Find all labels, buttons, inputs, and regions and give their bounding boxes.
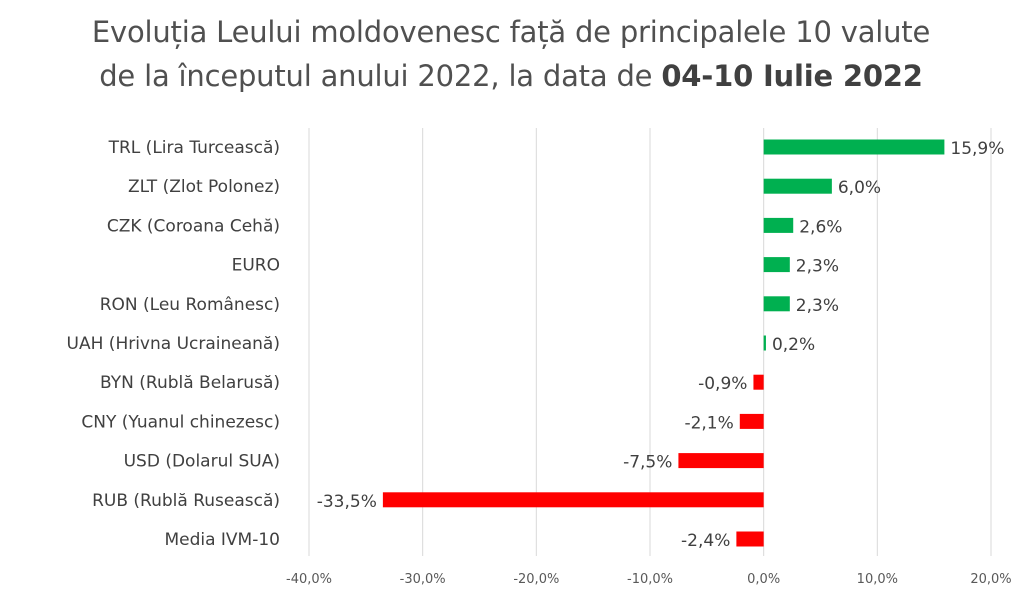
category-label: CZK (Coroana Cehă) <box>107 216 280 236</box>
bar <box>763 257 790 273</box>
chart-title: Evoluția Leului moldovenesc față de prin… <box>0 10 1022 98</box>
x-tick-label: -40,0% <box>286 572 332 587</box>
bar <box>753 374 764 390</box>
bar <box>763 335 766 351</box>
bar <box>736 531 764 547</box>
category-label: RUB (Rublă Rusească) <box>92 491 280 511</box>
data-label: -7,5% <box>623 453 672 473</box>
x-tick-label: 10,0% <box>857 572 898 587</box>
category-label: CNY (Yuanul chinezesc) <box>81 412 280 432</box>
chart-title-line2: de la începutul anului 2022, la data de … <box>0 54 1022 98</box>
bar <box>763 178 832 194</box>
data-label: 2,6% <box>799 217 842 237</box>
x-tick-label: -20,0% <box>513 572 559 587</box>
category-label: USD (Dolarul SUA) <box>124 452 280 472</box>
bar <box>739 413 764 429</box>
data-label: 2,3% <box>796 296 839 316</box>
data-label: 0,2% <box>772 335 815 355</box>
chart-title-date: 04-10 Iulie 2022 <box>661 59 923 93</box>
data-label: -2,1% <box>684 413 733 433</box>
category-label: Media IVM-10 <box>164 530 280 550</box>
bar <box>382 492 764 508</box>
x-tick-label: 20,0% <box>970 572 1011 587</box>
label-layer: -40,0% -30,0% -20,0% -10,0% 0,0% 10,0% 20,0% TR… <box>67 138 1012 587</box>
bar <box>678 453 764 469</box>
x-tick-label: -10,0% <box>627 572 673 587</box>
data-label: -33,5% <box>317 492 377 512</box>
data-label: 15,9% <box>950 139 1004 159</box>
category-label: EURO <box>232 256 280 276</box>
data-label: -2,4% <box>681 531 730 551</box>
category-label: UAH (Hrivna Ucraineană) <box>67 334 280 354</box>
data-label: 2,3% <box>796 257 839 277</box>
bar <box>763 296 790 312</box>
category-label: ZLT (Zlot Polonez) <box>128 177 280 197</box>
category-label: TRL (Lira Turcească) <box>108 138 280 158</box>
x-tick-label: 0,0% <box>747 572 780 587</box>
category-label: RON (Leu Românesc) <box>100 295 280 315</box>
grid-layer <box>308 128 992 556</box>
bar <box>763 139 945 155</box>
chart-title-line2-prefix: de la începutul anului 2022, la data de <box>99 59 662 93</box>
category-label: BYN (Rublă Belarusă) <box>100 373 280 393</box>
chart-title-line1: Evoluția Leului moldovenesc față de prin… <box>91 15 931 49</box>
x-tick-label: -30,0% <box>400 572 446 587</box>
bar-layer <box>382 139 945 547</box>
bar <box>763 217 794 233</box>
data-label: 6,0% <box>838 178 881 198</box>
data-label: -0,9% <box>698 374 747 394</box>
